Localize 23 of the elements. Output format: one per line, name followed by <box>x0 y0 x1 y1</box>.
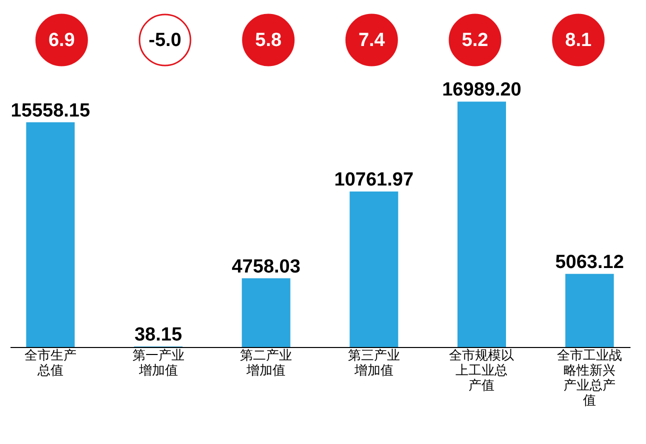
bar <box>26 122 75 347</box>
x-tick-label: 全市规模以上工业总产值 <box>449 348 514 394</box>
text: 8.1 <box>565 30 592 51</box>
bar <box>457 102 506 347</box>
text: -5.0 <box>148 30 182 51</box>
text: 5.2 <box>462 30 488 51</box>
x-tick-label: 第二产业增加值 <box>240 348 292 378</box>
text: 6.9 <box>48 30 75 51</box>
x-tick-label: 第一产业增加值 <box>132 348 184 378</box>
x-tick-label: 第三产业增加值 <box>348 348 400 378</box>
data-label: 4758.03 <box>232 256 300 278</box>
data-label: 15558.15 <box>10 100 90 122</box>
data-label: 5063.12 <box>555 252 624 273</box>
x-tick-label: 全市工业战略性新兴产业总产值 <box>557 348 622 408</box>
bar <box>242 278 290 347</box>
data-label: 10761.97 <box>334 170 414 191</box>
data-label: 16989.20 <box>442 80 522 101</box>
bar <box>565 274 614 347</box>
text: 7.4 <box>358 30 386 51</box>
data-label: 38.15 <box>134 324 182 346</box>
text: 5.8 <box>255 30 282 51</box>
x-tick-label: 全市生产总值 <box>24 348 76 378</box>
bar <box>350 192 398 347</box>
